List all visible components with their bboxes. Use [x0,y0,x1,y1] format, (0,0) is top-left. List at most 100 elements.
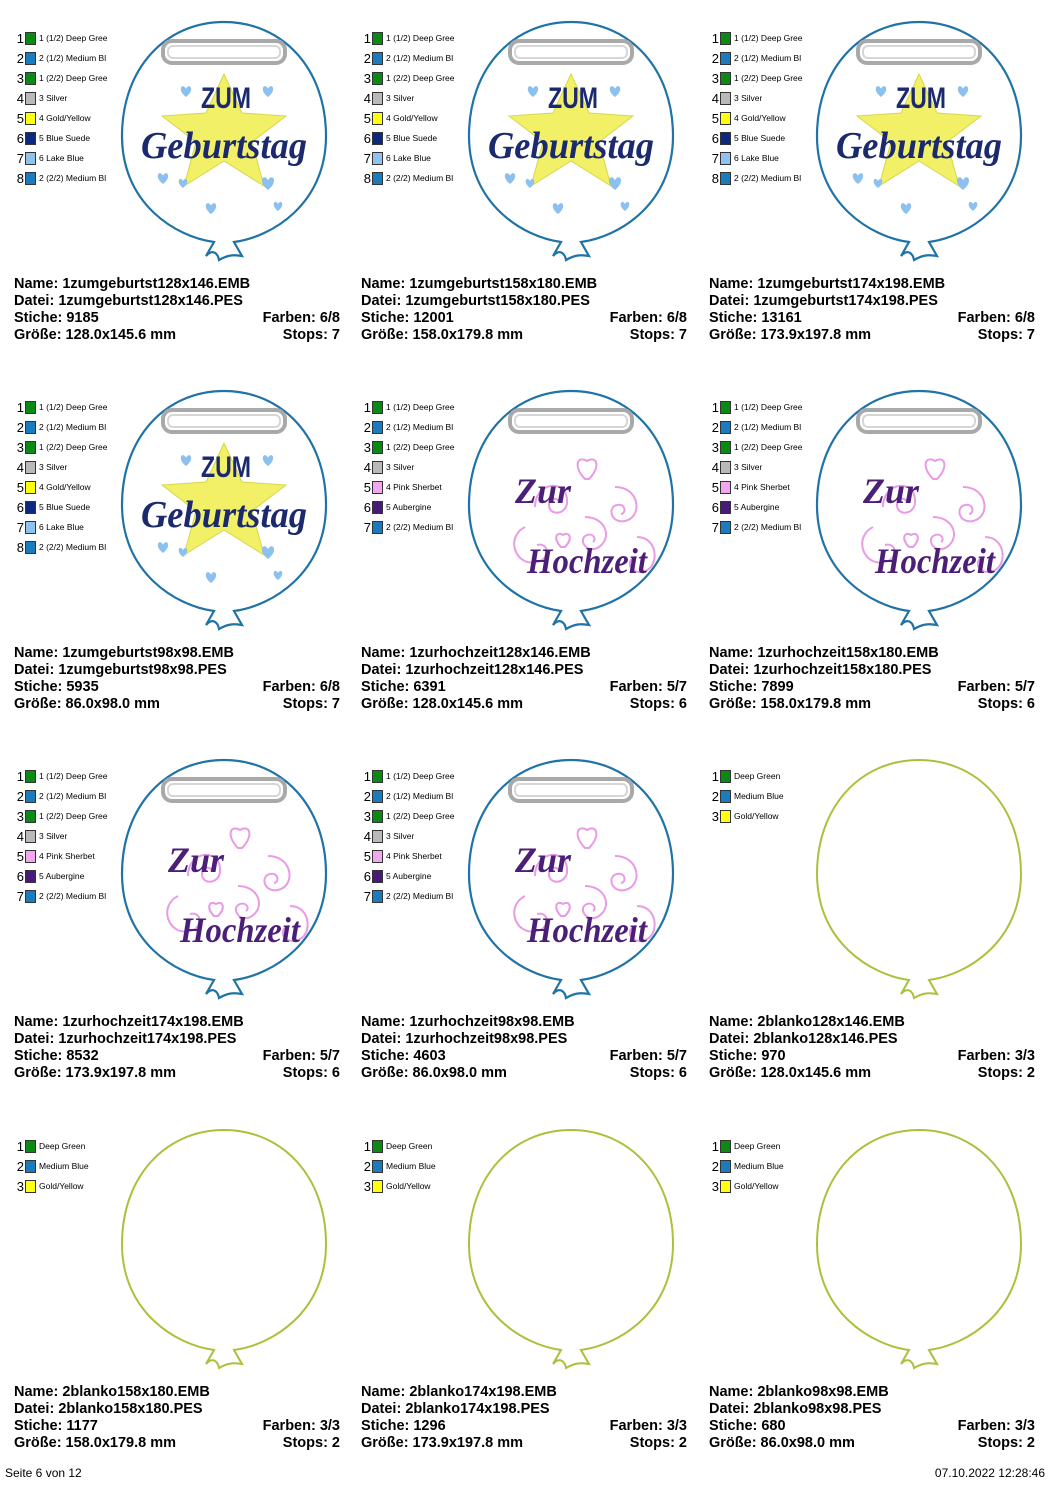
stitch-count: Stiche: 13161 [709,310,802,326]
color-swatch [25,51,36,65]
stitch-row: Stiche: 970 Farben: 3/3 [709,1048,1035,1065]
hanger-loop [161,777,287,803]
color-row: 3 Gold/Yellow [709,806,824,826]
hanger-loop [161,408,287,434]
color-number: 3 [16,1178,24,1194]
design-preview: Zur Hochzeit [813,387,1025,639]
size-row: Größe: 158.0x179.8 mm Stops: 2 [14,1435,340,1452]
color-list: 1 Deep Green 2 Medium Blue 3 Gold/Yellow [709,766,824,826]
stitch-row: Stiche: 4603 Farben: 5/7 [361,1048,687,1065]
zum-label: ZUM [201,451,251,484]
color-number: 2 [711,50,719,66]
color-row: 6 5 Blue Suede [14,128,129,148]
color-list: 1 1 (1/2) Deep Gree 2 2 (1/2) Medium Bl 3 1 (… [709,397,824,537]
color-name: 1 (2/2) Deep Gree [386,442,455,452]
color-name: 2 (1/2) Medium Bl [386,791,454,801]
color-number: 3 [363,439,371,455]
color-swatch [25,769,36,783]
design-preview: ZUM Geburtstag [118,18,330,270]
color-number: 8 [16,170,24,186]
heart-shape [262,86,274,97]
balloon-outline [467,389,675,631]
color-number: 4 [363,90,371,106]
stop-count: Stops: 7 [282,696,340,712]
color-list: 1 1 (1/2) Deep Gree 2 2 (1/2) Medium Bl 3 1 (… [709,28,824,188]
color-name: 2 (2/2) Medium Bl [39,173,107,183]
color-swatch [25,400,36,414]
swirl-ornament [958,486,986,523]
color-name: 1 (1/2) Deep Gree [386,33,455,43]
color-count: Farben: 6/8 [957,310,1035,326]
color-row: 2 Medium Blue [709,1156,824,1176]
color-number: 1 [363,768,371,784]
color-row: 3 1 (2/2) Deep Gree [361,68,476,88]
color-swatch [372,520,383,534]
color-number: 7 [711,150,719,166]
color-swatch [720,480,731,494]
color-swatch [720,51,731,65]
color-name: 4 Pink Sherbet [734,482,790,492]
design-preview [118,1126,330,1378]
design-card: 1 1 (1/2) Deep Gree 2 2 (1/2) Medium Bl 3 1 (… [14,387,344,747]
design-preview: ZUM Geburtstag [813,18,1025,270]
color-name: Deep Green [734,1141,781,1151]
color-row: 7 2 (2/2) Medium Bl [709,517,824,537]
color-swatch [372,31,383,45]
design-preview [465,1126,677,1378]
heart-outline [555,902,571,917]
file-name: Name: 2blanko128x146.EMB [709,1014,905,1030]
color-swatch [25,829,36,843]
stop-count: Stops: 2 [629,1435,687,1451]
color-number: 3 [711,439,719,455]
color-swatch [372,769,383,783]
swirl-ornament [166,895,201,933]
hanger-loop [508,777,634,803]
page-number: Seite 6 von 12 [5,1466,82,1480]
design-size: Größe: 158.0x179.8 mm [709,696,872,712]
color-row: 1 Deep Green [361,1136,476,1156]
heart-shape [157,542,169,553]
color-number: 4 [363,828,371,844]
stitch-row: Stiche: 6391 Farben: 5/7 [361,679,687,696]
color-number: 2 [16,50,24,66]
color-row: 6 5 Aubergine [14,866,129,886]
color-row: 5 4 Gold/Yellow [14,477,129,497]
swirl-ornament [534,484,569,514]
color-number: 2 [363,788,371,804]
color-row: 3 1 (2/2) Deep Gree [361,437,476,457]
color-name: 3 Silver [39,93,68,103]
color-row: 4 3 Silver [14,88,129,108]
stop-count: Stops: 6 [282,1065,340,1081]
color-row: 4 3 Silver [709,88,824,108]
color-row: 1 1 (1/2) Deep Gree [709,397,824,417]
file-name: Name: 1zurhochzeit98x98.EMB [361,1014,575,1030]
design-size: Größe: 173.9x197.8 mm [14,1065,177,1081]
color-row: 7 6 Lake Blue [14,148,129,168]
color-swatch [720,91,731,105]
file-name: Name: 1zumgeburtst98x98.EMB [14,645,234,661]
color-row: 3 Gold/Yellow [361,1176,476,1196]
heart-shape [261,546,275,559]
balloon-outline [815,1128,1023,1370]
color-name: 1 (2/2) Deep Gree [39,73,108,83]
design-card: 1 1 (1/2) Deep Gree 2 2 (1/2) Medium Bl 3 1 (… [361,18,691,378]
color-swatch [372,111,383,125]
heart-shape [620,201,630,211]
color-row: 7 2 (2/2) Medium Bl [361,517,476,537]
color-number: 3 [711,70,719,86]
color-swatch [25,480,36,494]
color-list: 1 Deep Green 2 Medium Blue 3 Gold/Yellow [361,1136,476,1196]
stitch-count: Stiche: 8532 [14,1048,99,1064]
color-name: 1 (1/2) Deep Gree [39,33,108,43]
color-number: 1 [16,1138,24,1154]
color-number: 4 [16,828,24,844]
zur-label: Zur [514,840,572,880]
color-name: 5 Aubergine [734,502,780,512]
color-row: 6 5 Blue Suede [14,497,129,517]
heart-shape [180,86,192,97]
heart-shape [180,455,192,466]
color-number: 7 [711,519,719,535]
design-card: 1 1 (1/2) Deep Gree 2 2 (1/2) Medium Bl 3 1 (… [14,756,344,1116]
color-name: 5 Blue Suede [39,133,91,143]
stop-count: Stops: 7 [282,327,340,343]
